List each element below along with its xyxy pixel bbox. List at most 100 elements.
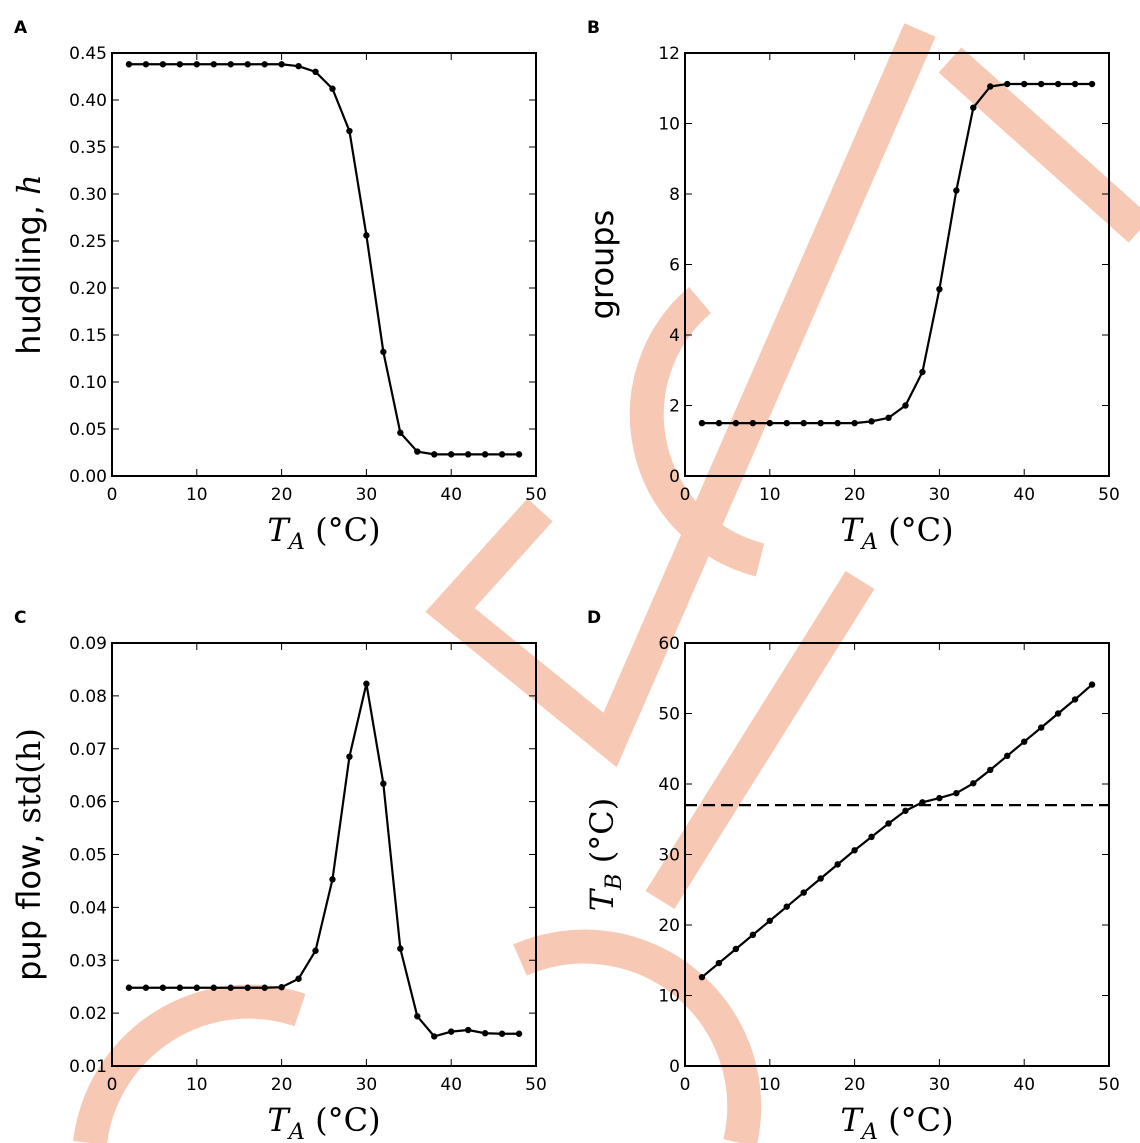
panel: A 0 10 20 30 40 50 0.00 0.05 0.10 0.15 0.20 0.25 0.30… xyxy=(10,18,547,555)
y-axis-label: huddling, h xyxy=(10,174,48,355)
data-point xyxy=(142,984,150,991)
x-tick-label: 0 xyxy=(107,485,118,505)
data-point xyxy=(1071,80,1079,88)
data-point xyxy=(210,61,217,68)
data-point xyxy=(902,402,909,409)
data-point xyxy=(125,61,133,68)
label-part: A xyxy=(287,529,305,555)
data-point xyxy=(783,419,790,427)
data-point xyxy=(176,984,184,991)
y-tick-label: 10 xyxy=(658,987,680,1007)
label-part: T xyxy=(840,511,864,549)
x-tick-label: 0 xyxy=(680,485,691,505)
y-tick-label: 60 xyxy=(658,634,680,654)
watermark-stroke xyxy=(629,287,765,577)
data-point xyxy=(970,780,977,787)
data-point xyxy=(1020,738,1028,745)
x-tick-label: 30 xyxy=(356,1075,378,1095)
x-tick-label: 50 xyxy=(525,1075,547,1095)
data-point xyxy=(193,984,200,991)
label-part: B xyxy=(601,873,627,890)
data-point xyxy=(176,61,184,68)
panel-label: A xyxy=(14,18,28,38)
data-point xyxy=(1037,80,1045,88)
data-point xyxy=(834,861,841,868)
label-part: h xyxy=(10,174,48,195)
y-tick-label: 0.02 xyxy=(69,1004,107,1024)
x-tick-label: 30 xyxy=(356,485,378,505)
y-tick-label: 0.07 xyxy=(69,740,107,760)
data-point xyxy=(515,1030,523,1037)
x-tick-label: 50 xyxy=(525,485,547,505)
label-part: T xyxy=(267,1101,291,1139)
data-point xyxy=(414,1013,421,1020)
data-point xyxy=(1037,724,1045,731)
data-point xyxy=(800,419,807,427)
data-point xyxy=(244,984,251,991)
data-point xyxy=(817,875,824,882)
y-tick-label: 0.03 xyxy=(69,951,107,971)
data-point xyxy=(902,807,909,814)
y-tick-label: 0.09 xyxy=(69,634,107,654)
label-part: A xyxy=(287,1119,305,1143)
data-point xyxy=(448,451,455,458)
x-axis-label: TA (°C) xyxy=(267,1101,380,1143)
panel-label: B xyxy=(587,18,600,38)
x-tick-label: 10 xyxy=(186,485,208,505)
y-tick-label: 0 xyxy=(669,1057,680,1077)
data-point xyxy=(481,451,489,458)
x-tick-label: 20 xyxy=(271,485,293,505)
x-tick-label: 20 xyxy=(844,1075,866,1095)
data-point xyxy=(936,285,943,293)
watermark-stroke xyxy=(513,929,762,1143)
data-point xyxy=(414,448,421,455)
x-tick-label: 30 xyxy=(929,1075,951,1095)
data-point xyxy=(868,418,875,425)
data-point xyxy=(851,419,858,427)
data-point xyxy=(1088,80,1096,88)
data-point xyxy=(431,451,438,458)
y-tick-label: 0.15 xyxy=(69,326,107,346)
plot-frame xyxy=(111,52,537,477)
data-point xyxy=(732,419,740,427)
x-tick-label: 20 xyxy=(844,485,866,505)
data-point xyxy=(800,889,807,896)
data-point xyxy=(346,753,353,760)
data-point xyxy=(295,975,302,982)
data-point xyxy=(868,833,875,841)
data-point xyxy=(278,61,285,68)
data-point xyxy=(970,104,977,111)
data-point xyxy=(766,419,773,427)
data-point xyxy=(312,947,319,954)
data-point xyxy=(1054,710,1062,717)
data-point xyxy=(346,127,353,135)
x-tick-label: 50 xyxy=(1098,1075,1120,1095)
label-part: T xyxy=(583,887,621,911)
y-tick-label: 0.40 xyxy=(69,91,107,111)
data-point xyxy=(1020,80,1028,88)
y-axis-label: pup flow, std(h) xyxy=(10,728,48,981)
data-point xyxy=(380,780,387,787)
x-axis-label: TA (°C) xyxy=(840,1101,953,1143)
data-point xyxy=(715,959,723,967)
label-part: pup flow, xyxy=(10,824,48,981)
data-point xyxy=(481,1030,489,1037)
data-point xyxy=(397,429,404,436)
data-point xyxy=(380,348,387,356)
data-point xyxy=(193,61,200,68)
y-tick-label: 0.35 xyxy=(69,138,107,158)
y-axis-label: TB (°C) xyxy=(583,798,627,911)
data-point xyxy=(1004,80,1011,88)
watermark-stroke xyxy=(425,23,936,768)
panel-label: C xyxy=(14,608,26,628)
plot-frame xyxy=(111,642,537,1067)
label-part: T xyxy=(840,1101,864,1139)
y-tick-label: 0.25 xyxy=(69,232,107,252)
data-point xyxy=(698,419,706,427)
y-tick-label: 4 xyxy=(669,326,680,346)
y-tick-label: 0.05 xyxy=(69,846,107,866)
data-point xyxy=(1071,696,1079,703)
data-point xyxy=(397,945,404,952)
x-tick-label: 20 xyxy=(271,1075,293,1095)
